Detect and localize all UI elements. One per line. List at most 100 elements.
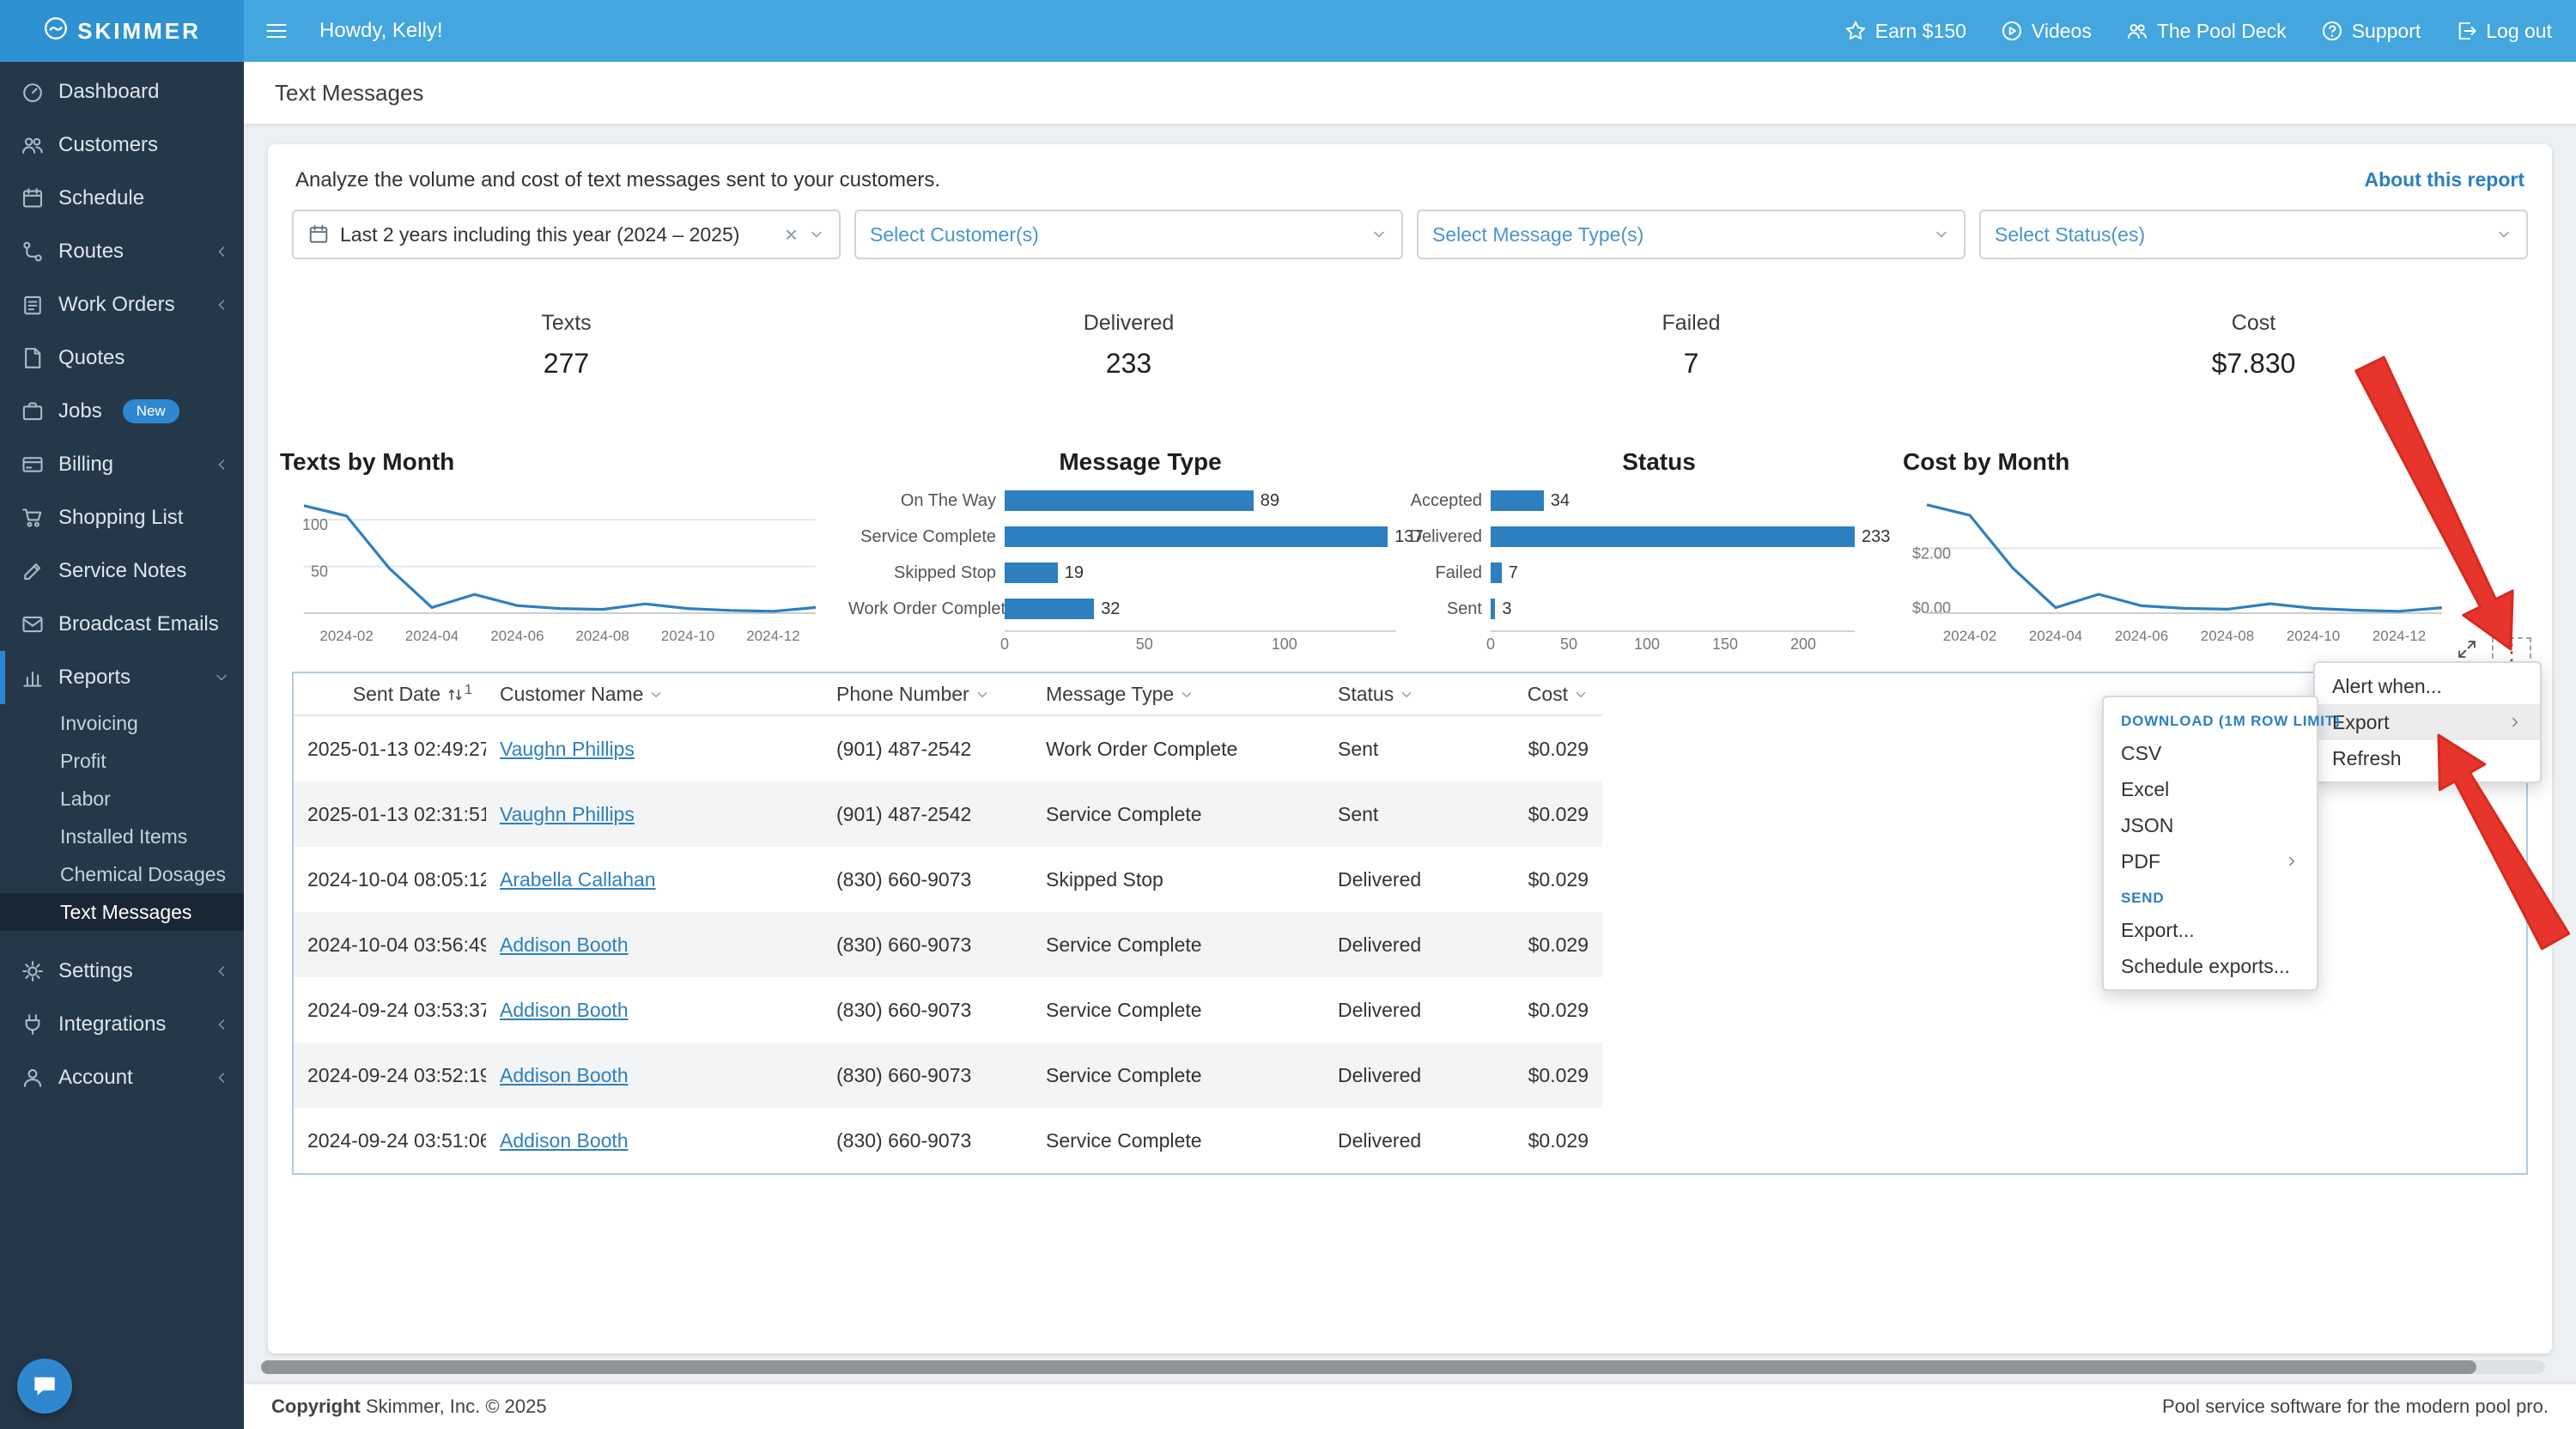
topbar-link-earn-150[interactable]: Earn $150 <box>1844 20 1966 43</box>
menu-item-alert-when[interactable]: Alert when... <box>2315 668 2540 704</box>
cell-cost: $0.029 <box>1496 781 1602 847</box>
customer-link[interactable]: Addison Booth <box>500 1064 629 1086</box>
cell-sent-date: 2025-01-13 02:31:51 <box>294 781 486 847</box>
export-menu-item-schedule-exports[interactable]: Schedule exports... <box>2104 948 2317 984</box>
horizontal-scrollbar-thumb[interactable] <box>261 1360 2476 1374</box>
sidebar-subitem-text-messages[interactable]: Text Messages <box>0 893 244 931</box>
expand-icon <box>2456 638 2478 660</box>
column-header-customer-name[interactable]: Customer Name <box>486 673 823 715</box>
sidebar-item-integrations[interactable]: Integrations <box>0 998 244 1051</box>
menu-item-export[interactable]: Export <box>2315 704 2540 740</box>
table-row: 2024-09-24 03:53:37 Addison Booth (830) 66… <box>294 977 1602 1043</box>
bar <box>1491 599 1495 619</box>
bar <box>1005 599 1094 619</box>
sidebar-subitem-chemical-dosages[interactable]: Chemical Dosages <box>0 855 244 893</box>
clear-filter-icon[interactable]: × <box>785 223 798 246</box>
sidebar-nav: DashboardCustomersScheduleRoutesWork Ord… <box>0 62 244 1104</box>
sidebar-item-quotes[interactable]: Quotes <box>0 331 244 385</box>
cell-message-type: Skipped Stop <box>1032 847 1324 912</box>
topbar-link-log-out[interactable]: Log out <box>2455 20 2552 43</box>
export-menu-item-export[interactable]: Export... <box>2104 912 2317 948</box>
cell-phone: (901) 487-2542 <box>823 715 1032 781</box>
sidebar-item-jobs[interactable]: JobsNew <box>0 385 244 438</box>
app-window: SKIMMER Howdy, Kelly! Earn $150VideosThe… <box>0 0 2576 1429</box>
customer-link[interactable]: Vaughn Phillips <box>500 803 635 825</box>
sidebar-item-reports[interactable]: Reports <box>0 651 244 704</box>
filter-message-types-text: Select Message Type(s) <box>1432 223 1643 246</box>
customer-link[interactable]: Arabella Callahan <box>500 868 656 891</box>
topbar-link-support[interactable]: Support <box>2321 20 2421 43</box>
sidebar-item-shopping-list[interactable]: Shopping List <box>0 491 244 544</box>
filter-customers[interactable]: Select Customer(s) <box>854 210 1403 259</box>
cell-message-type: Service Complete <box>1032 1108 1324 1173</box>
sort-icon <box>446 685 465 704</box>
export-menu-item-json[interactable]: JSON <box>2104 807 2317 843</box>
customer-link[interactable]: Vaughn Phillips <box>500 738 635 760</box>
filter-message-types[interactable]: Select Message Type(s) <box>1417 210 1965 259</box>
topbar-links: Earn $150 Videos The Pool Deck Support Log o… <box>1844 20 2576 43</box>
topbar-link-videos[interactable]: Videos <box>2001 20 2092 43</box>
about-report-link[interactable]: About this report <box>2364 168 2524 192</box>
sidebar-subitem-profit[interactable]: Profit <box>0 742 244 780</box>
menu-item-refresh[interactable]: Refresh <box>2315 740 2540 776</box>
table-row: 2025-01-13 02:49:27Vaughn Phillips(901) … <box>294 715 1602 781</box>
svg-text:2024-06: 2024-06 <box>2115 628 2168 644</box>
sidebar-item-account[interactable]: Account <box>0 1051 244 1104</box>
bar <box>1491 490 1544 511</box>
svg-text:100: 100 <box>302 516 328 533</box>
sidebar-item-dashboard[interactable]: Dashboard <box>0 65 244 119</box>
sidebar-subitem-installed-items[interactable]: Installed Items <box>0 818 244 855</box>
chev-down-icon <box>1399 687 1414 702</box>
skimmer-logo-icon <box>43 15 69 47</box>
customer-link[interactable]: Addison Booth <box>500 999 629 1021</box>
export-menu-item-pdf[interactable]: PDF <box>2104 843 2317 879</box>
sidebar-item-service-notes[interactable]: Service Notes <box>0 544 244 598</box>
table-row: 2024-09-24 03:52:19Addison Booth(830) 66… <box>294 1043 1602 1108</box>
sidebar-item-work-orders[interactable]: Work Orders <box>0 278 244 331</box>
cell-customer: Arabella Callahan <box>486 847 823 912</box>
chart-status: StatusAccepted34Delivered233Failed7Sent3… <box>1376 448 1942 656</box>
cell-status: Sent <box>1324 715 1496 781</box>
export-menu-item-excel[interactable]: Excel <box>2104 771 2317 807</box>
cell-sent-date: 2024-09-24 03:51:06 <box>294 1108 486 1173</box>
chev-down-icon <box>2495 226 2512 243</box>
customer-link[interactable]: Addison Booth <box>500 933 629 956</box>
skimmer-logo[interactable]: SKIMMER <box>0 0 244 62</box>
jobs-icon <box>21 399 45 423</box>
sidebar-subitem-labor[interactable]: Labor <box>0 780 244 818</box>
cell-status: Delivered <box>1324 977 1496 1043</box>
customer-link[interactable]: Addison Booth <box>500 1129 629 1152</box>
column-header-sent-date[interactable]: Sent Date1 <box>294 673 486 715</box>
cell-sent-date: 2024-09-24 03:53:37 <box>294 977 486 1043</box>
dashboard-icon <box>21 80 45 104</box>
column-header-phone-number[interactable]: Phone Number <box>823 673 1032 715</box>
chat-widget-button[interactable] <box>17 1359 72 1414</box>
export-menu-item-csv[interactable]: CSV <box>2104 735 2317 771</box>
play-icon <box>2001 20 2023 42</box>
filter-date-range[interactable]: Last 2 years including this year (2024 –… <box>292 210 841 259</box>
svg-text:2024-06: 2024-06 <box>490 628 544 644</box>
topbar-link-the-pool-deck[interactable]: The Pool Deck <box>2126 20 2287 43</box>
cell-cost: $0.029 <box>1496 1043 1602 1108</box>
column-header-message-type[interactable]: Message Type <box>1032 673 1324 715</box>
sidebar-item-routes[interactable]: Routes <box>0 225 244 278</box>
column-header-cost[interactable]: Cost <box>1496 673 1602 715</box>
sidebar-subitem-invoicing[interactable]: Invoicing <box>0 704 244 742</box>
horizontal-scrollbar-track[interactable] <box>261 1360 2545 1374</box>
sidebar-item-customers[interactable]: Customers <box>0 119 244 172</box>
bar-row-on-the-way: On The Way89 <box>848 483 1432 519</box>
stat-cost: Cost$7.830 <box>1972 311 2535 380</box>
cell-phone: (830) 660-9073 <box>823 977 1032 1043</box>
cell-message-type: Service Complete <box>1032 781 1324 847</box>
sidebar-item-settings[interactable]: Settings <box>0 945 244 998</box>
filter-statuses[interactable]: Select Status(es) <box>1979 210 2528 259</box>
sidebar-item-billing[interactable]: Billing <box>0 438 244 491</box>
cell-cost: $0.029 <box>1496 715 1602 781</box>
sidebar-item-broadcast-emails[interactable]: Broadcast Emails <box>0 598 244 651</box>
column-header-status[interactable]: Status <box>1324 673 1496 715</box>
hamburger-menu-icon[interactable] <box>264 19 289 43</box>
sidebar-item-schedule[interactable]: Schedule <box>0 172 244 225</box>
bar <box>1491 526 1855 547</box>
cell-customer: Addison Booth <box>486 1108 823 1173</box>
bar-row-sent: Sent3 <box>1376 591 1942 627</box>
